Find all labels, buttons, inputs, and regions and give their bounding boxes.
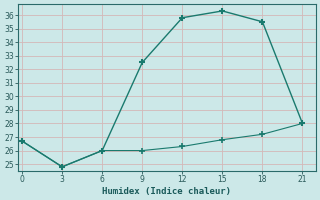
X-axis label: Humidex (Indice chaleur): Humidex (Indice chaleur) xyxy=(102,187,231,196)
